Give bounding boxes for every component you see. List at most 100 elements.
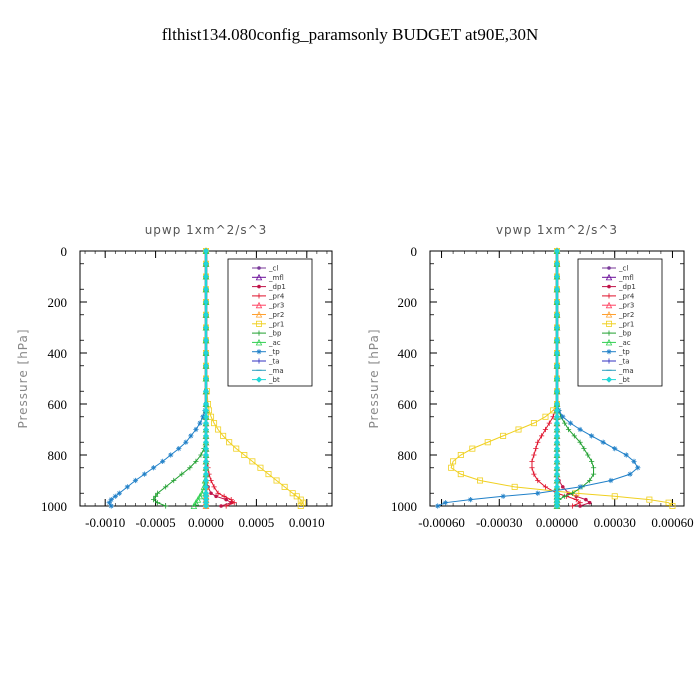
- legend-label: _ta: [268, 358, 280, 366]
- data-point: [194, 496, 202, 503]
- legend-label: _bp: [618, 330, 632, 338]
- legend-marker: [255, 311, 263, 318]
- data-point: [546, 420, 552, 426]
- data-point: [249, 458, 256, 465]
- data-point: [435, 503, 441, 509]
- y-tick-label: 800: [398, 448, 418, 463]
- legend-marker: [605, 273, 613, 281]
- data-point: [469, 445, 476, 452]
- data-point: [571, 433, 577, 439]
- legend-label: _bt: [618, 376, 630, 384]
- data-point: [589, 458, 595, 464]
- data-point: [587, 477, 593, 484]
- data-point: [553, 458, 561, 465]
- data-point: [577, 439, 583, 445]
- data-point: [484, 439, 491, 446]
- y-tick-label: 1000: [391, 499, 417, 514]
- data-point: [202, 375, 210, 382]
- data-point: [176, 446, 182, 452]
- y-tick-label: 200: [48, 295, 68, 310]
- data-point: [457, 471, 464, 478]
- data-point: [163, 484, 169, 490]
- data-point: [193, 426, 199, 433]
- data-point: [500, 432, 507, 439]
- y-tick-label: 600: [48, 397, 68, 412]
- legend-marker: [605, 376, 613, 383]
- data-point: [450, 458, 457, 465]
- data-point: [202, 502, 210, 510]
- data-point: [635, 465, 641, 471]
- data-point: [553, 298, 561, 306]
- legend-label: _pr4: [268, 292, 285, 300]
- data-point: [467, 497, 474, 503]
- y-axis-label: Pressure [hPa]: [16, 328, 30, 428]
- data-point: [553, 260, 561, 267]
- data-point: [202, 432, 210, 439]
- data-point: [215, 426, 222, 433]
- figure-title: flthist134.080config_paramsonly BUDGET a…: [162, 25, 538, 44]
- legend-marker: [256, 349, 262, 355]
- data-point: [202, 349, 210, 357]
- data-point: [202, 477, 210, 484]
- data-point: [542, 413, 549, 420]
- data-point: [612, 446, 618, 452]
- data-point: [153, 493, 159, 499]
- data-point: [141, 471, 148, 477]
- data-point: [211, 420, 218, 427]
- y-tick-label: 200: [398, 295, 418, 310]
- data-point: [281, 483, 288, 490]
- legend-marker: [605, 338, 613, 346]
- legend-marker: [257, 266, 261, 270]
- legend-marker: [256, 293, 262, 299]
- data-point: [192, 499, 200, 506]
- data-point: [108, 497, 114, 503]
- data-point: [577, 500, 583, 506]
- data-point: [590, 471, 597, 477]
- legend-marker: [606, 330, 612, 336]
- data-point: [669, 502, 676, 509]
- data-point: [553, 286, 561, 293]
- legend-label: _pr1: [268, 320, 284, 328]
- data-point: [297, 502, 304, 509]
- legend-marker: [606, 349, 612, 355]
- y-tick-label: 1000: [41, 499, 67, 514]
- data-point: [565, 426, 572, 433]
- data-point: [477, 477, 484, 484]
- series-bt: [202, 247, 210, 510]
- legend-label: _tp: [618, 348, 630, 356]
- legend-label: _pr3: [618, 302, 634, 310]
- data-point: [608, 477, 614, 484]
- data-point: [553, 375, 561, 382]
- data-point: [160, 458, 166, 464]
- data-point: [155, 490, 161, 496]
- data-point: [611, 493, 618, 500]
- data-point: [553, 273, 561, 280]
- y-tick-label: 600: [398, 397, 418, 412]
- data-point: [202, 324, 210, 331]
- data-point: [215, 490, 221, 496]
- legend-marker: [255, 338, 263, 346]
- data-point: [631, 458, 637, 464]
- data-point: [224, 497, 228, 502]
- data-point: [531, 452, 537, 458]
- x-tick-label: -0.00030: [476, 515, 523, 530]
- data-point: [231, 500, 237, 506]
- data-point: [585, 452, 591, 458]
- data-point: [168, 452, 174, 458]
- y-tick-label: 400: [398, 346, 418, 361]
- data-point: [233, 445, 240, 452]
- data-point: [202, 458, 210, 465]
- legend-label: _ac: [618, 339, 631, 347]
- data-point: [574, 494, 579, 499]
- legend-marker: [255, 273, 263, 281]
- legend-marker: [256, 358, 262, 364]
- data-point: [646, 496, 653, 503]
- data-point: [155, 500, 161, 506]
- data-point: [265, 471, 272, 478]
- legend-marker: [255, 301, 263, 309]
- data-point: [208, 477, 214, 484]
- data-point: [273, 477, 280, 484]
- data-point: [539, 433, 545, 439]
- data-point: [553, 324, 561, 331]
